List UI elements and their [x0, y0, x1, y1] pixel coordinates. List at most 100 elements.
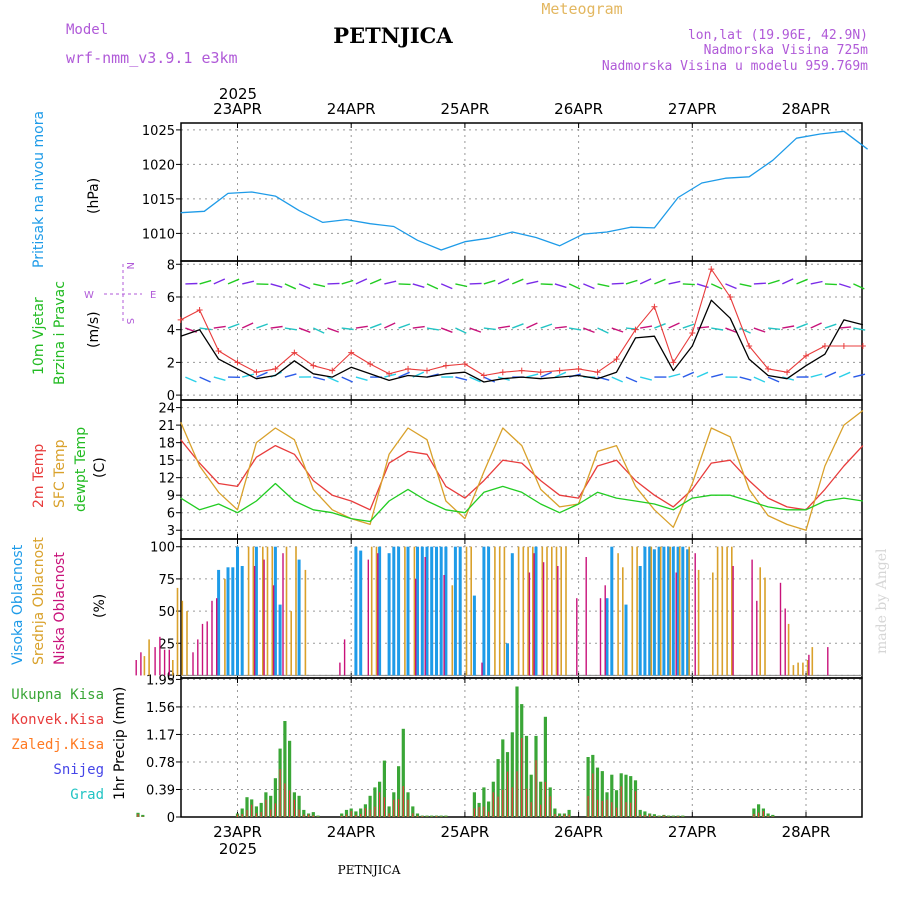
total-precip-bar: [254, 806, 258, 817]
conv-precip-bar: [137, 814, 139, 817]
model-name: wrf-nmm_v3.9.1 e3km: [66, 49, 238, 67]
gust-marker: [367, 361, 374, 368]
sfc-title: SFC Temp: [52, 439, 68, 508]
conv-precip-bar: [284, 783, 286, 817]
conv-precip-bar: [544, 781, 546, 817]
conv-precip-bar: [772, 816, 774, 817]
total-precip-bar: [543, 716, 547, 817]
mid-cloud-bar: [503, 546, 506, 676]
mid-cloud-bar: [247, 546, 250, 676]
wind-arrow: [611, 327, 624, 333]
high-cloud-bar: [406, 546, 410, 676]
mid-cloud-bar: [617, 553, 619, 676]
low-cloud-bar: [808, 654, 810, 676]
conv-precip-bar: [274, 803, 276, 817]
compass-s: S: [124, 318, 135, 324]
total-precip-bar: [595, 767, 600, 817]
y-tick-label: 18: [158, 437, 175, 452]
total-precip-bar: [273, 778, 277, 817]
wind-arrow: [696, 371, 709, 378]
model-label: Model: [66, 22, 108, 38]
high-cloud-bar: [605, 598, 609, 676]
mid-cloud-bar: [143, 656, 146, 676]
y-tick-label: 15: [158, 454, 175, 469]
low-cloud-bar: [192, 652, 194, 676]
mid-cloud-title: Srednja Oblacnost: [31, 537, 47, 665]
total-precip-bar: [316, 815, 320, 817]
temp-line-0: [180, 439, 864, 511]
wind-arrow: [768, 327, 781, 330]
low-cloud-bar: [784, 608, 786, 676]
wind-arrow: [512, 278, 524, 285]
total-precip-bar: [610, 774, 614, 817]
high-cloud-bar: [444, 546, 448, 676]
conv-precip-bar: [360, 814, 362, 817]
total-precip-bar: [482, 787, 486, 817]
wind-arrow: [355, 325, 368, 329]
conv-precip-bar: [416, 815, 419, 817]
wind-arrow: [611, 376, 623, 383]
y-tick-label: 1.95: [146, 673, 175, 688]
top-date-label: 23APR: [213, 100, 262, 118]
wind-arrow: [469, 327, 482, 333]
total-precip-bar: [401, 728, 405, 817]
high-cloud-bar: [420, 546, 424, 676]
wind-arrow: [185, 376, 197, 383]
wind-arrow: [426, 283, 439, 290]
y-tick-label: 1015: [142, 193, 175, 208]
wind-arrow: [810, 280, 823, 285]
wind-arrow: [711, 327, 724, 331]
wind-arrow: [242, 373, 255, 378]
total-precip-bar: [240, 808, 244, 817]
mid-cloud-bar: [560, 546, 562, 676]
y-tick-label: 75: [158, 573, 175, 588]
mid-cloud-bar: [551, 546, 553, 676]
wind-arrow: [853, 373, 866, 378]
conv-precip-bar: [592, 773, 594, 817]
wind-arrow: [483, 376, 496, 383]
total-precip-bar: [629, 776, 633, 817]
top-date-label: 24APR: [327, 100, 376, 118]
wind-arrow: [483, 327, 496, 331]
conv-precip-bar: [506, 771, 509, 817]
high-cloud-bar: [638, 566, 642, 676]
conv-precip-bar: [142, 816, 144, 817]
wind-arrow: [526, 322, 538, 329]
total-precip-bar: [671, 815, 675, 817]
y-tick-label: 0.39: [146, 783, 175, 798]
wind-arrow: [327, 327, 340, 333]
wind-arrow: [540, 371, 552, 378]
total-precip-bar: [397, 766, 401, 817]
conv-precip-bar: [293, 799, 295, 817]
wind-arrow: [554, 283, 567, 289]
wind-arrow: [284, 327, 297, 331]
bottom-year: 2025: [219, 840, 257, 858]
cloud-unit: (%): [92, 594, 108, 618]
conv-precip-bar: [435, 816, 438, 817]
gust-marker: [272, 365, 279, 372]
wind-arrow: [668, 322, 680, 329]
wind-arrow: [782, 325, 795, 329]
bottom-date-label: 25APR: [440, 823, 489, 841]
station-title: PETNJICA: [333, 23, 453, 48]
low-cloud-bar: [533, 553, 535, 676]
conv-precip-bar: [350, 811, 352, 817]
total-precip-bar: [681, 815, 685, 817]
conv-precip-bar: [383, 797, 385, 817]
wind-arrow: [540, 283, 553, 286]
high-cloud-bar: [662, 546, 666, 676]
gust-marker: [859, 343, 866, 350]
low-cloud-bar: [272, 585, 275, 676]
mid-cloud-bar: [678, 546, 681, 676]
high-cloud-bar: [439, 546, 443, 676]
top-date-label: 26APR: [554, 100, 603, 118]
high-cloud-bar: [392, 546, 396, 676]
mid-cloud-bar: [271, 546, 274, 676]
high-cloud-bar: [430, 546, 434, 676]
gust-marker: [746, 343, 753, 350]
conv-precip-bar: [388, 813, 390, 817]
low-cloud-bar: [253, 566, 256, 676]
conv-precip-bar: [473, 808, 475, 817]
y-tick-label: 1.17: [146, 728, 175, 743]
conv-precip-bar: [634, 791, 637, 817]
